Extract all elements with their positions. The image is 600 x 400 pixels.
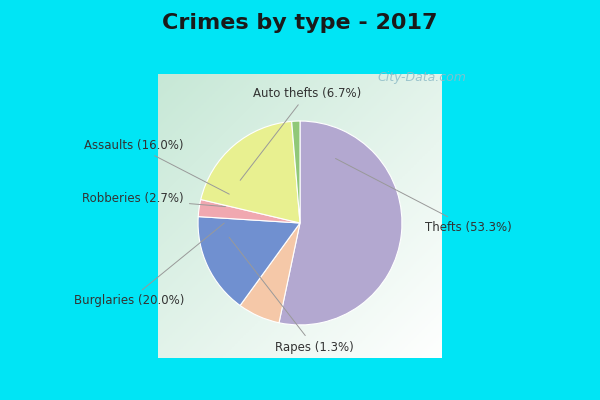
Wedge shape: [201, 121, 300, 223]
Wedge shape: [198, 216, 300, 306]
Text: Assaults (16.0%): Assaults (16.0%): [85, 139, 229, 194]
Text: Thefts (53.3%): Thefts (53.3%): [335, 158, 511, 234]
Text: Auto thefts (6.7%): Auto thefts (6.7%): [240, 87, 361, 180]
Wedge shape: [240, 223, 300, 323]
Wedge shape: [279, 121, 402, 325]
Text: Burglaries (20.0%): Burglaries (20.0%): [74, 223, 224, 307]
Text: Crimes by type - 2017: Crimes by type - 2017: [162, 13, 438, 33]
Wedge shape: [198, 200, 300, 223]
Text: Rapes (1.3%): Rapes (1.3%): [229, 237, 353, 354]
Text: City-Data.com: City-Data.com: [377, 71, 466, 84]
Wedge shape: [292, 121, 300, 223]
Text: Robberies (2.7%): Robberies (2.7%): [82, 192, 226, 207]
